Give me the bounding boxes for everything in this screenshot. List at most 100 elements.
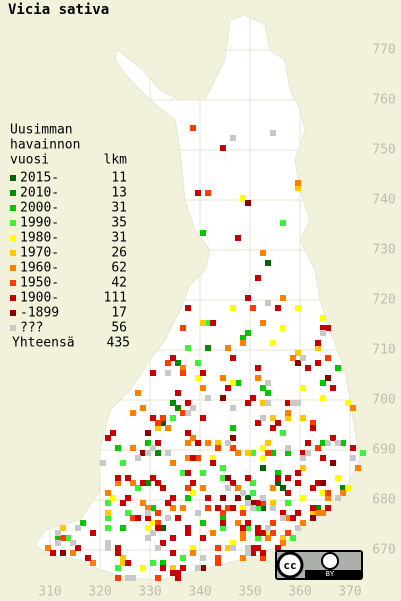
record-square xyxy=(105,540,111,546)
record-square xyxy=(350,445,356,451)
record-square xyxy=(215,505,221,511)
record-square xyxy=(135,390,141,396)
record-square xyxy=(185,455,191,461)
y-tick-label: 740 xyxy=(372,193,395,208)
record-square xyxy=(230,540,236,546)
record-square xyxy=(185,305,191,311)
x-tick-label: 330 xyxy=(138,585,161,600)
record-square xyxy=(210,530,216,536)
record-square xyxy=(240,555,246,561)
record-square xyxy=(265,380,271,386)
x-tick-label: 340 xyxy=(188,585,211,600)
record-square xyxy=(320,510,326,516)
record-square xyxy=(285,450,291,456)
record-square xyxy=(240,535,246,541)
record-square xyxy=(205,395,211,401)
legend-count: 13 xyxy=(111,186,127,201)
record-square xyxy=(255,375,261,381)
record-square xyxy=(115,445,121,451)
record-square xyxy=(280,220,286,226)
record-square xyxy=(235,485,241,491)
record-square xyxy=(245,525,251,531)
record-square xyxy=(165,500,171,506)
record-square xyxy=(165,515,171,521)
record-square xyxy=(150,370,156,376)
record-square xyxy=(220,515,226,521)
y-tick-label: 690 xyxy=(372,443,395,458)
record-square xyxy=(185,440,191,446)
record-square xyxy=(260,505,266,511)
legend: 2015- 11 2010- 13 2000- 31 1990- 35 1980- 31 1970-… xyxy=(10,123,130,351)
record-square xyxy=(200,320,206,326)
record-square xyxy=(170,415,176,421)
record-square xyxy=(245,520,251,526)
record-square xyxy=(270,340,276,346)
record-square xyxy=(285,490,291,496)
record-square xyxy=(240,340,246,346)
record-square xyxy=(215,555,221,561)
record-square xyxy=(315,505,321,511)
record-square xyxy=(240,510,246,516)
record-square xyxy=(245,200,251,206)
record-square xyxy=(85,555,91,561)
record-square xyxy=(320,325,326,331)
record-square xyxy=(190,490,196,496)
record-square xyxy=(130,445,136,451)
record-square xyxy=(170,570,176,576)
record-square xyxy=(265,390,271,396)
record-square xyxy=(240,530,246,536)
record-square xyxy=(245,475,251,481)
record-square xyxy=(105,525,111,531)
record-square xyxy=(180,410,186,416)
record-square xyxy=(115,545,121,551)
record-square xyxy=(320,380,326,386)
record-square xyxy=(105,545,111,551)
record-square xyxy=(100,460,106,466)
record-square xyxy=(90,560,96,566)
record-square xyxy=(285,475,291,481)
record-square xyxy=(340,440,346,446)
record-square xyxy=(75,545,81,551)
record-square xyxy=(255,365,261,371)
record-square xyxy=(310,485,316,491)
legend-total: 435 xyxy=(107,336,130,351)
legend-heading: Uusimman xyxy=(10,123,73,138)
record-square xyxy=(250,395,256,401)
record-square xyxy=(185,470,191,476)
record-square xyxy=(175,575,181,581)
record-square xyxy=(255,420,261,426)
record-square xyxy=(185,495,191,501)
record-square xyxy=(225,475,231,481)
record-square xyxy=(200,565,206,571)
legend-count: 31 xyxy=(111,231,127,246)
legend-count: 17 xyxy=(111,306,127,321)
legend-label: 1960- xyxy=(20,261,59,276)
legend-label: 2015- xyxy=(20,171,59,186)
record-square xyxy=(160,540,166,546)
legend-label: 1950- xyxy=(20,276,59,291)
record-square xyxy=(350,405,356,411)
record-square xyxy=(125,575,131,581)
record-square xyxy=(55,540,61,546)
record-square xyxy=(140,565,146,571)
record-square xyxy=(280,430,286,436)
record-square xyxy=(195,360,201,366)
record-square xyxy=(320,490,326,496)
record-square xyxy=(270,500,276,506)
record-square xyxy=(290,515,296,521)
record-square xyxy=(230,355,236,361)
record-square xyxy=(320,455,326,461)
legend-count: 35 xyxy=(111,216,127,231)
record-square xyxy=(295,185,301,191)
record-square xyxy=(335,365,341,371)
record-square xyxy=(155,525,161,531)
record-square xyxy=(120,525,126,531)
record-square xyxy=(245,545,251,551)
record-square xyxy=(340,490,346,496)
record-square xyxy=(260,550,266,556)
y-tick-label: 760 xyxy=(372,93,395,108)
legend-swatch xyxy=(10,190,16,196)
x-tick-label: 310 xyxy=(38,585,61,600)
legend-label: -1899 xyxy=(20,306,59,321)
record-square xyxy=(275,480,281,486)
